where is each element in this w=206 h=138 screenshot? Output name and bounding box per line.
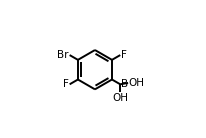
Text: F: F bbox=[121, 50, 127, 60]
Text: OH: OH bbox=[112, 93, 128, 103]
Text: OH: OH bbox=[129, 78, 145, 88]
Text: F: F bbox=[63, 79, 69, 89]
Text: B: B bbox=[121, 79, 128, 89]
Text: Br: Br bbox=[57, 50, 69, 60]
